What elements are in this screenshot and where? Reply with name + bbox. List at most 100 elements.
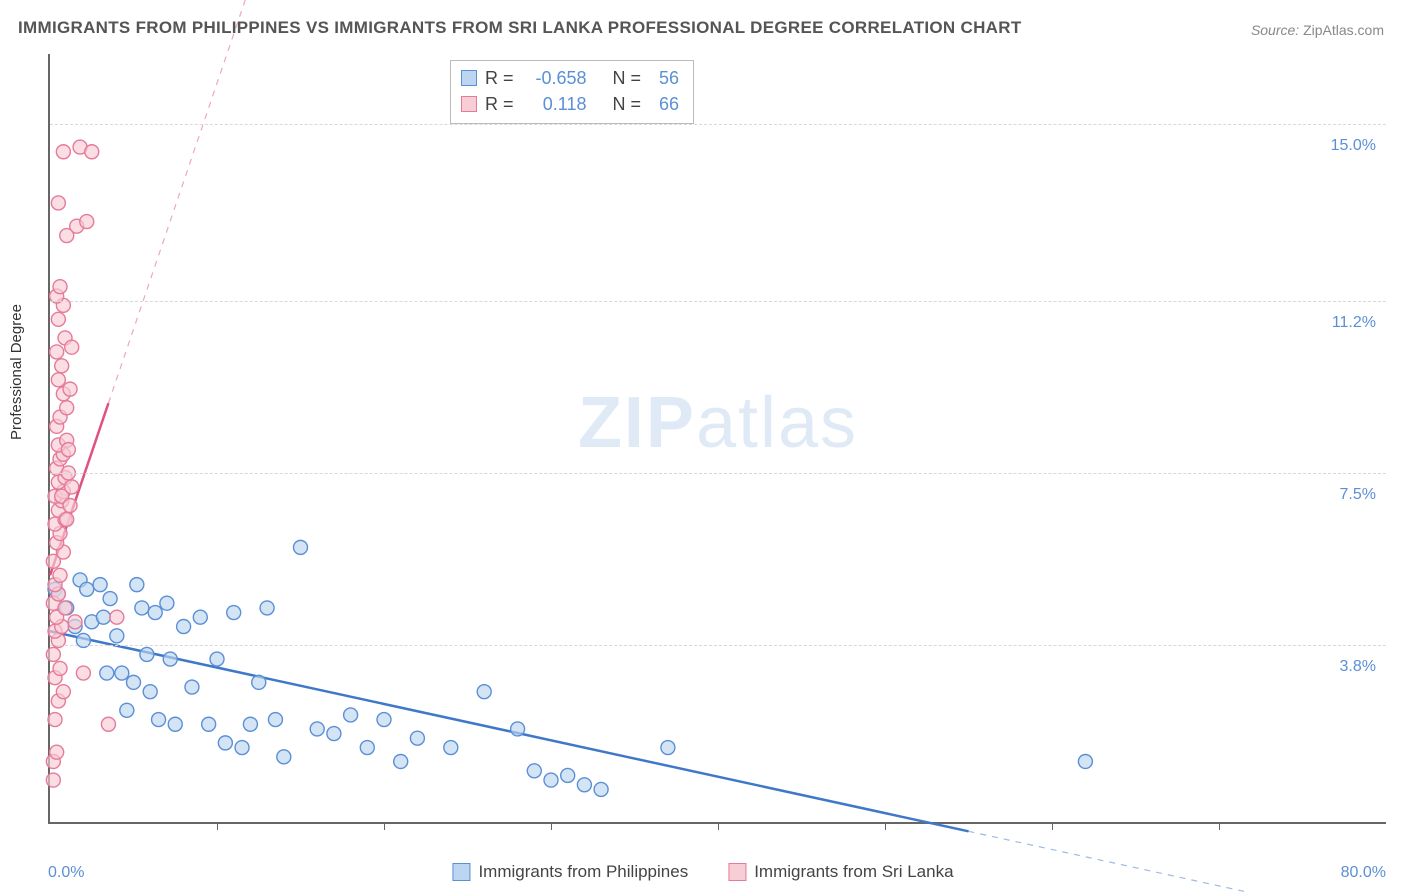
data-point xyxy=(277,750,291,764)
data-point xyxy=(101,717,115,731)
data-point xyxy=(143,685,157,699)
data-point xyxy=(60,401,74,415)
data-point xyxy=(55,359,69,373)
scatter-plot-svg xyxy=(50,54,1386,822)
legend-label: Immigrants from Philippines xyxy=(478,862,688,882)
gridline xyxy=(50,473,1386,474)
x-tick xyxy=(1052,822,1053,830)
data-point xyxy=(168,717,182,731)
data-point xyxy=(130,578,144,592)
data-point xyxy=(661,741,675,755)
data-point xyxy=(56,145,70,159)
data-point xyxy=(327,727,341,741)
data-point xyxy=(53,661,67,675)
plot-area: ZIPatlas R = -0.658 N = 56 R = 0.118 N =… xyxy=(48,54,1386,824)
data-point xyxy=(310,722,324,736)
data-point xyxy=(527,764,541,778)
data-point xyxy=(110,610,124,624)
x-tick xyxy=(885,822,886,830)
x-tick xyxy=(1219,822,1220,830)
data-point xyxy=(544,773,558,787)
data-point xyxy=(63,382,77,396)
data-point xyxy=(148,606,162,620)
data-point xyxy=(410,731,424,745)
trend-line xyxy=(50,631,969,831)
data-point xyxy=(577,778,591,792)
data-point xyxy=(140,647,154,661)
data-point xyxy=(561,768,575,782)
data-point xyxy=(65,340,79,354)
data-point xyxy=(477,685,491,699)
data-point xyxy=(80,215,94,229)
data-point xyxy=(80,582,94,596)
data-point xyxy=(177,620,191,634)
data-point xyxy=(218,736,232,750)
data-point xyxy=(160,596,174,610)
data-point xyxy=(93,578,107,592)
data-point xyxy=(110,629,124,643)
data-point xyxy=(63,498,77,512)
data-point xyxy=(511,722,525,736)
data-point xyxy=(50,345,64,359)
data-point xyxy=(61,443,75,457)
y-axis-label: Professional Degree xyxy=(8,304,25,440)
data-point xyxy=(100,666,114,680)
gridline xyxy=(50,124,1386,125)
legend-item: Immigrants from Sri Lanka xyxy=(728,862,953,882)
data-point xyxy=(50,745,64,759)
y-tick-label: 15.0% xyxy=(1331,137,1376,155)
data-point xyxy=(202,717,216,731)
data-point xyxy=(96,610,110,624)
data-point xyxy=(56,685,70,699)
data-point xyxy=(68,615,82,629)
data-point xyxy=(53,280,67,294)
legend-label: Immigrants from Sri Lanka xyxy=(754,862,953,882)
data-point xyxy=(60,229,74,243)
data-point xyxy=(152,713,166,727)
y-tick-label: 3.8% xyxy=(1340,658,1376,676)
bottom-legend: Immigrants from Philippines Immigrants f… xyxy=(452,862,953,882)
data-point xyxy=(115,666,129,680)
data-point xyxy=(51,196,65,210)
x-axis-min-label: 0.0% xyxy=(48,864,84,882)
data-point xyxy=(103,592,117,606)
data-point xyxy=(85,145,99,159)
source-attribution: Source: ZipAtlas.com xyxy=(1251,22,1384,38)
data-point xyxy=(210,652,224,666)
data-point xyxy=(58,601,72,615)
data-point xyxy=(48,713,62,727)
data-point xyxy=(127,675,141,689)
y-tick-label: 11.2% xyxy=(1332,314,1376,332)
source-value: ZipAtlas.com xyxy=(1303,22,1384,38)
source-label: Source: xyxy=(1251,22,1299,38)
data-point xyxy=(377,713,391,727)
legend-item: Immigrants from Philippines xyxy=(452,862,688,882)
data-point xyxy=(51,373,65,387)
trend-line-extension xyxy=(108,0,450,403)
data-point xyxy=(344,708,358,722)
data-point xyxy=(227,606,241,620)
trend-line-extension xyxy=(969,831,1387,892)
data-point xyxy=(294,540,308,554)
data-point xyxy=(185,680,199,694)
swatch-pink-icon xyxy=(728,863,746,881)
data-point xyxy=(76,666,90,680)
data-point xyxy=(51,312,65,326)
data-point xyxy=(46,773,60,787)
data-point xyxy=(243,717,257,731)
data-point xyxy=(594,782,608,796)
x-tick xyxy=(551,822,552,830)
data-point xyxy=(53,568,67,582)
data-point xyxy=(60,512,74,526)
data-point xyxy=(163,652,177,666)
data-point xyxy=(235,741,249,755)
data-point xyxy=(46,647,60,661)
x-tick xyxy=(217,822,218,830)
data-point xyxy=(360,741,374,755)
data-point xyxy=(268,713,282,727)
x-tick xyxy=(718,822,719,830)
gridline xyxy=(50,301,1386,302)
data-point xyxy=(193,610,207,624)
chart-title: IMMIGRANTS FROM PHILIPPINES VS IMMIGRANT… xyxy=(18,18,1022,38)
data-point xyxy=(252,675,266,689)
